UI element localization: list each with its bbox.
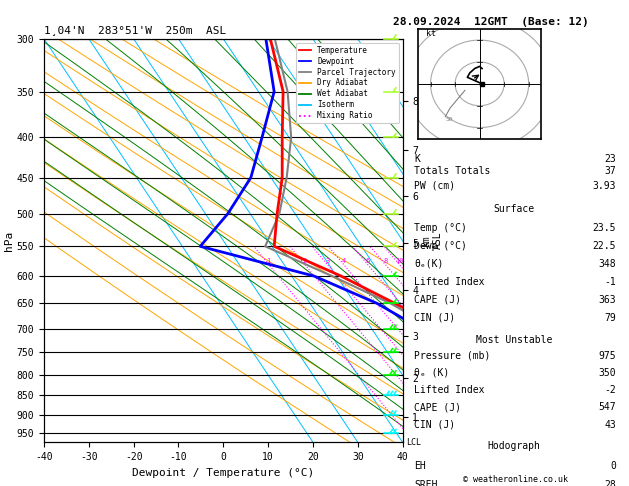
Text: 1¸04'N  283°51'W  250m  ASL: 1¸04'N 283°51'W 250m ASL	[44, 25, 226, 35]
Text: 3: 3	[325, 259, 330, 264]
Text: θₑ(K): θₑ(K)	[415, 259, 444, 269]
Text: © weatheronline.co.uk: © weatheronline.co.uk	[464, 474, 568, 484]
Text: CAPE (J): CAPE (J)	[415, 295, 462, 305]
Text: K: K	[415, 154, 420, 164]
Text: 547: 547	[599, 402, 616, 412]
Text: θₑ (K): θₑ (K)	[415, 368, 450, 378]
Legend: Temperature, Dewpoint, Parcel Trajectory, Dry Adiabat, Wet Adiabat, Isotherm, Mi: Temperature, Dewpoint, Parcel Trajectory…	[296, 43, 399, 123]
Text: SREH: SREH	[415, 480, 438, 486]
Text: EH: EH	[415, 461, 426, 471]
Text: 6: 6	[365, 259, 370, 264]
Text: 2: 2	[303, 259, 307, 264]
Text: 4: 4	[342, 259, 346, 264]
Text: LCL: LCL	[406, 438, 421, 447]
Text: 3.93: 3.93	[593, 181, 616, 191]
X-axis label: Dewpoint / Temperature (°C): Dewpoint / Temperature (°C)	[132, 468, 314, 478]
Text: PW (cm): PW (cm)	[415, 181, 455, 191]
Text: Dewp (°C): Dewp (°C)	[415, 241, 467, 251]
Text: -1: -1	[604, 277, 616, 287]
Text: 79: 79	[604, 313, 616, 323]
Text: Most Unstable: Most Unstable	[476, 335, 552, 345]
Text: 1: 1	[267, 259, 271, 264]
Text: 8: 8	[383, 259, 387, 264]
Text: 23: 23	[604, 154, 616, 164]
Text: Lifted Index: Lifted Index	[415, 385, 485, 395]
Text: 363: 363	[599, 295, 616, 305]
Text: CIN (J): CIN (J)	[415, 419, 455, 430]
Text: 350: 350	[599, 368, 616, 378]
Text: Temp (°C): Temp (°C)	[415, 223, 467, 233]
Text: 23.5: 23.5	[593, 223, 616, 233]
Text: Pressure (mb): Pressure (mb)	[415, 350, 491, 361]
Text: 348: 348	[599, 259, 616, 269]
Text: 975: 975	[599, 350, 616, 361]
Text: Hodograph: Hodograph	[487, 441, 541, 451]
Text: 0: 0	[610, 461, 616, 471]
Y-axis label: km
ASL: km ASL	[421, 232, 443, 249]
Text: 43: 43	[604, 419, 616, 430]
Text: Lifted Index: Lifted Index	[415, 277, 485, 287]
Y-axis label: hPa: hPa	[4, 230, 14, 251]
Text: 37: 37	[604, 166, 616, 176]
Text: 10: 10	[395, 259, 404, 264]
Text: CIN (J): CIN (J)	[415, 313, 455, 323]
Text: CAPE (J): CAPE (J)	[415, 402, 462, 412]
Text: 28: 28	[604, 480, 616, 486]
Text: kt: kt	[426, 29, 436, 38]
Text: 28.09.2024  12GMT  (Base: 12): 28.09.2024 12GMT (Base: 12)	[392, 17, 589, 27]
Text: Surface: Surface	[494, 204, 535, 214]
Text: Totals Totals: Totals Totals	[415, 166, 491, 176]
Text: -2: -2	[604, 385, 616, 395]
Text: 22.5: 22.5	[593, 241, 616, 251]
Text: 50: 50	[445, 117, 453, 122]
